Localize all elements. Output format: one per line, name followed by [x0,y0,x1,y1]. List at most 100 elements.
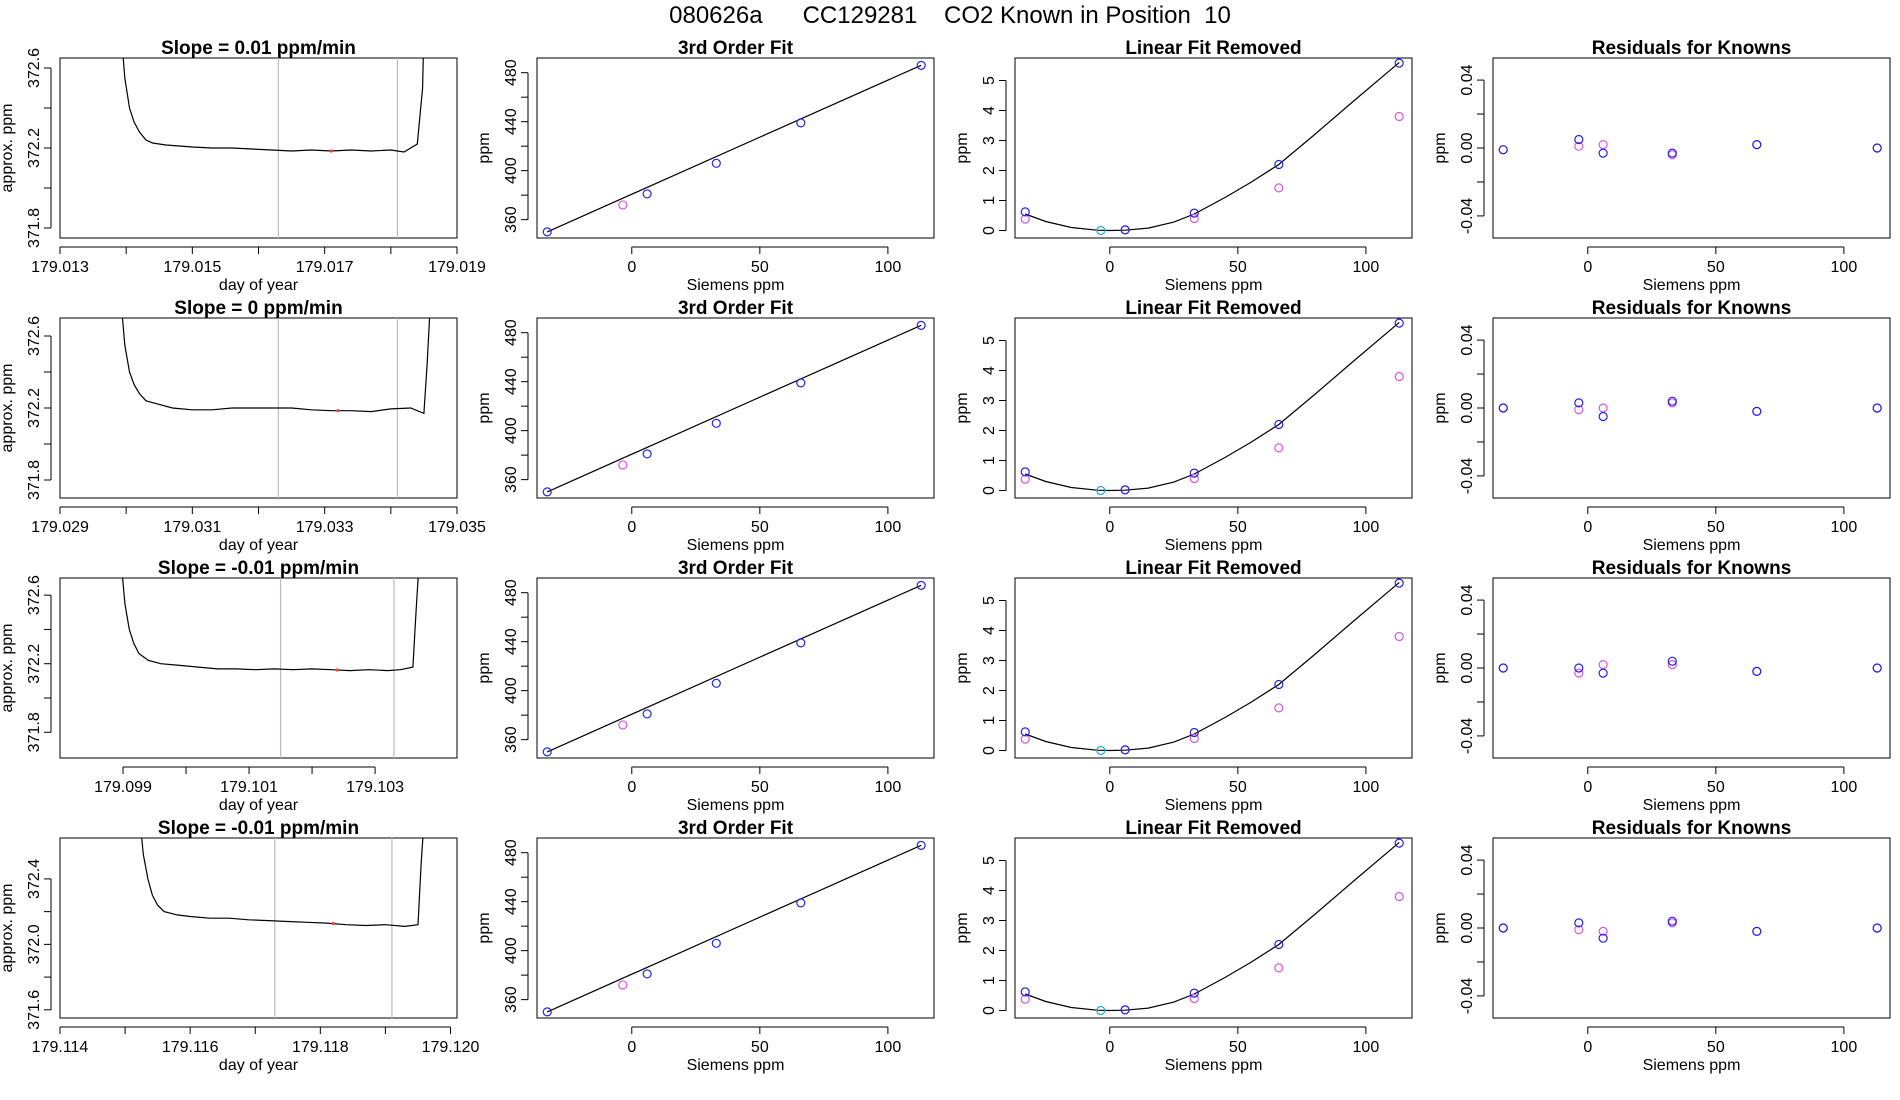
y-tick-label: 440 [503,368,520,395]
data-point [1752,666,1762,676]
y-tick-label: 372.2 [26,128,43,168]
x-axis-label: Siemens ppm [1643,277,1741,294]
x-tick-label: 179.015 [163,259,221,276]
data-point [1274,183,1284,193]
data-point [1274,419,1284,430]
x-axis-label: Siemens ppm [1165,537,1263,554]
y-tick-label: 440 [503,108,520,135]
x-axis-label: Siemens ppm [687,537,785,554]
plot-frame [59,57,458,239]
data-point [542,227,552,237]
data-layer [121,318,431,415]
data-point [796,378,806,388]
y-tick-label: 5 [981,336,998,345]
x-tick-label: 179.118 [292,1039,349,1056]
data-layer [141,838,424,928]
plot-frame [59,577,458,759]
data-point [642,709,652,719]
data-point [1667,656,1677,666]
x-tick-label: 0 [1583,779,1592,796]
data-point [1189,213,1199,224]
data-point [542,747,552,757]
data-point [618,980,628,990]
data-point [1752,140,1762,150]
y-tick-label: 372.6 [26,48,43,88]
x-axis-label: Siemens ppm [1165,1057,1263,1074]
x-tick-label: 0 [627,519,636,536]
x-axis-label: Siemens ppm [1165,797,1263,814]
x-tick-label: 50 [751,519,769,536]
x-tick-label: 0 [1105,519,1114,536]
y-tick-label: -0.04 [1459,718,1476,755]
y-tick-label: 0.04 [1459,324,1476,355]
x-tick-label: 50 [1707,1039,1725,1056]
y-tick-label: 400 [503,937,520,964]
data-layer [1020,318,1404,496]
panel-title: 3rd Order Fit [678,558,794,579]
x-tick-label: 179.033 [296,519,354,536]
data-layer [542,60,926,237]
x-tick-label: 100 [1831,1039,1858,1056]
y-tick-label: 372.0 [26,924,43,964]
data-layer [1498,134,1882,160]
y-tick-label: 440 [503,628,520,655]
x-tick-label: 100 [1831,779,1858,796]
data-point [916,60,926,70]
y-tick-label: 0 [981,486,998,495]
panel-title: Linear Fit Removed [1125,818,1301,839]
y-tick-label: 400 [503,417,520,444]
y-axis-label: ppm [1432,392,1449,423]
mean-marker [335,668,339,672]
y-tick-label: 0 [981,226,998,235]
panel-r2-c2: 3rd Order Fit 0 50 100 Siemens ppm 360 400 440 4… [476,298,935,554]
x-tick-label: 0 [1583,259,1592,276]
data-point [1020,734,1030,744]
plot-frame [1014,57,1413,239]
panel-r1-c2: 3rd Order Fit 0 50 100 Siemens ppm 360 400 440 4… [476,38,935,294]
y-tick-label: 4 [981,366,998,375]
data-point [1120,745,1130,755]
data-point [1096,485,1106,496]
trace-line [122,578,419,672]
panel-r1-c1: Slope = 0.01 ppm/min 179.013 179.015 179.01… [0,38,486,294]
y-axis-label: approx. ppm [0,624,16,713]
panel-title: Slope = -0.01 ppm/min [158,558,359,579]
data-point [1752,406,1762,416]
data-point [1120,1005,1130,1015]
panel-r3-c1: Slope = -0.01 ppm/min 179.099 179.101 179.1… [0,558,458,814]
x-tick-label: 179.013 [31,259,89,276]
y-tick-label: 480 [503,839,520,866]
plot-frame [1492,317,1891,499]
data-point [1274,443,1284,453]
data-point [916,580,926,590]
panel-r3-c3: Linear Fit Removed 0 50 100 Siemens ppm 0 1 2 3 4… [954,558,1413,814]
data-point [542,487,552,497]
y-tick-label: 372.6 [26,575,43,615]
data-point [1020,727,1030,737]
panel-title: Residuals for Knowns [1592,818,1792,839]
panel-r2-c3: Linear Fit Removed 0 50 100 Siemens ppm 0 1 2 3 4… [954,298,1413,554]
data-point [1574,668,1584,678]
data-point [1667,148,1677,158]
data-point [1274,963,1284,973]
y-tick-label: 2 [981,166,998,175]
data-point [1574,405,1584,415]
data-point [711,418,721,428]
data-point [1394,371,1404,382]
y-tick-label: 5 [981,596,998,605]
panel-title: Linear Fit Removed [1125,298,1301,319]
plot-frame [1014,317,1413,499]
data-layer [1020,838,1404,1016]
y-tick-label: 371.6 [26,990,43,1030]
y-axis-label: ppm [954,912,971,943]
data-point [618,200,628,210]
data-point [1274,703,1284,713]
y-tick-label: 0.00 [1459,652,1476,683]
x-tick-label: 50 [751,1039,769,1056]
data-point [618,720,628,730]
y-axis-label: ppm [476,912,493,943]
trace-line [141,838,424,928]
data-point [1274,159,1284,170]
panel-title: Residuals for Knowns [1592,38,1792,59]
